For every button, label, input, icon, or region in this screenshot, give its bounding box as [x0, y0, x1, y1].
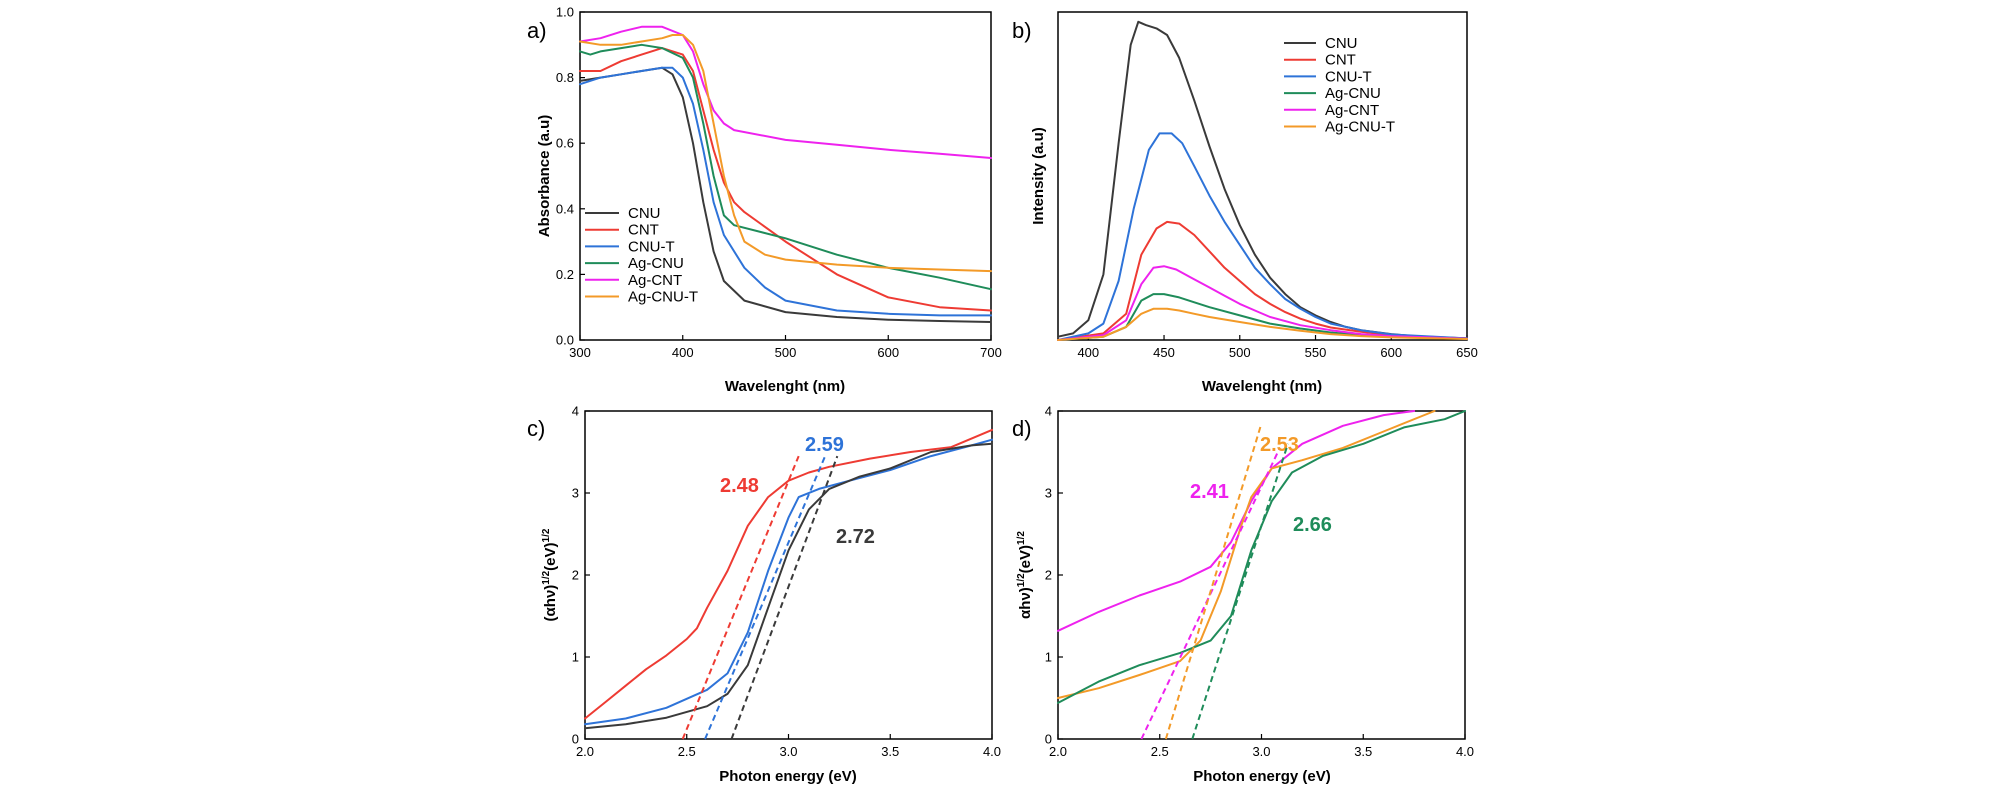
panel-a-x-axis-label: Wavelenght (nm)	[725, 378, 845, 395]
panel-c-series-cnu-t	[584, 438, 993, 726]
panel-b-x-axis-label: Wavelenght (nm)	[1202, 378, 1322, 395]
panel-c-plot-frame	[584, 410, 993, 740]
panel-b-letter: b)	[1012, 18, 1032, 43]
panel-b-plot-frame	[1057, 11, 1468, 341]
panel-c-x-tick-label: 3.0	[779, 744, 797, 759]
panel-a-x-tick-label: 600	[877, 345, 899, 360]
panel-d-bandgap-label-ag-cnu-t: 2.53	[1260, 434, 1299, 456]
panel-b-x-tick-label: 650	[1456, 345, 1478, 360]
panel-a-absorbance-chart: a) Wavelenght (nm) Absorbance (a.u) 300 4…	[527, 5, 1002, 396]
panel-b-series-cnu	[1057, 20, 1468, 340]
panel-a-y-tick-label: 0.6	[556, 136, 574, 151]
legend-label-cnt: CNT	[1325, 52, 1356, 69]
panel-a-y-tick-label: 0.0	[556, 333, 574, 348]
panel-c-x-tick-label: 3.5	[881, 744, 899, 759]
panel-a-series-cnt	[579, 47, 992, 312]
panel-a-series-cnu-t	[579, 66, 992, 317]
panel-d-x-tick-label: 3.0	[1252, 744, 1270, 759]
panel-d-series-ag-cnu-t	[1057, 410, 1436, 699]
panel-c-tangent-cnu	[730, 455, 839, 740]
panel-c-bandgap-label-cnu-t: 2.59	[805, 434, 844, 456]
panel-d-bandgap-label-ag-cnt: 2.41	[1190, 481, 1229, 503]
panel-d-plot-frame	[1057, 410, 1466, 740]
panel-c-letter: c)	[527, 416, 545, 441]
panel-a-y-axis-label: Absorbance (a.u)	[536, 115, 553, 238]
panel-b-series-cnu-t	[1057, 132, 1468, 341]
legend-label-cnt: CNT	[628, 222, 659, 239]
panel-d-tangent-ag-cnu	[1191, 443, 1289, 740]
legend-label-ag-cnu-t: Ag-CNU-T	[628, 289, 698, 306]
panel-b-x-tick-label: 400	[1077, 345, 1099, 360]
legend-label-cnu: CNU	[628, 205, 661, 222]
legend-label-ag-cnu: Ag-CNU	[1325, 85, 1381, 102]
panel-a-x-tick-label: 500	[775, 345, 797, 360]
panel-d-y-tick-label: 3	[1045, 486, 1052, 501]
panel-a-series-ag-cnu-t	[579, 34, 992, 273]
panel-b-x-tick-label: 550	[1305, 345, 1327, 360]
panel-d-bandgap-label-ag-cnu: 2.66	[1293, 514, 1332, 536]
panel-d-x-tick-label: 2.0	[1049, 744, 1067, 759]
panel-c-series-cnt	[584, 428, 993, 720]
panel-d-y-axis-label: αhν)1/2(eV)1/2	[1016, 531, 1034, 619]
panel-a-x-tick-label: 400	[672, 345, 694, 360]
panel-c-y-tick-label: 0	[572, 732, 579, 747]
panel-d-series-ag-cnt	[1057, 410, 1416, 632]
panel-d-y-tick-label: 1	[1045, 650, 1052, 665]
panel-a-series-ag-cnu	[579, 43, 992, 291]
panel-b-x-tick-label: 450	[1153, 345, 1175, 360]
panel-b-series-ag-cnu-t	[1057, 307, 1468, 341]
legend-label-cnu-t: CNU-T	[628, 238, 675, 255]
panel-c-tangent-cnu-t	[704, 455, 827, 740]
legend-label-cnu: CNU	[1325, 35, 1358, 52]
panel-b-series-ag-cnt	[1057, 265, 1468, 341]
panel-d-tangent-ag-cnu-t	[1164, 423, 1263, 740]
panel-d-x-tick-label: 3.5	[1354, 744, 1372, 759]
panel-d-y-tick-label: 0	[1045, 732, 1052, 747]
panel-c-x-axis-label: Photon energy (eV)	[719, 768, 857, 785]
panel-a-y-tick-label: 0.2	[556, 267, 574, 282]
panel-c-x-tick-label: 2.5	[678, 744, 696, 759]
legend-label-ag-cnu: Ag-CNU	[628, 255, 684, 272]
panel-b-photoluminescence-chart: b) Wavelenght (nm) Intensity (a.u) 400 45…	[1012, 11, 1478, 395]
panel-b-series-ag-cnu	[1057, 293, 1468, 341]
panel-d-letter: d)	[1012, 416, 1032, 441]
panel-c-y-tick-label: 3	[572, 486, 579, 501]
panel-c-y-tick-label: 1	[572, 650, 579, 665]
panel-a-y-tick-label: 1.0	[556, 5, 574, 20]
panel-c-bandgap-label-cnt: 2.48	[720, 475, 759, 497]
legend-label-ag-cnt: Ag-CNT	[628, 272, 682, 289]
panel-c-y-tick-label: 2	[572, 568, 579, 583]
panel-b-series-cnt	[1057, 220, 1468, 341]
panel-c-tauc-plot: c) Photon energy (eV) (αhν)1/2(eV)1/2 2.…	[527, 404, 1001, 786]
panel-c-x-tick-label: 2.0	[576, 744, 594, 759]
panel-d-x-tick-label: 4.0	[1456, 744, 1474, 759]
panel-d-y-tick-label: 2	[1045, 568, 1052, 583]
panel-b-x-tick-label: 600	[1380, 345, 1402, 360]
panel-c-tangent-cnt	[681, 455, 800, 740]
panel-a-y-tick-label: 0.4	[556, 201, 574, 216]
panel-a-y-tick-label: 0.8	[556, 70, 574, 85]
panel-a-letter: a)	[527, 18, 547, 43]
panel-c-series-cnu	[584, 442, 993, 730]
panel-c-bandgap-label-cnu: 2.72	[836, 526, 875, 548]
panel-d-x-axis-label: Photon energy (eV)	[1193, 768, 1331, 785]
panel-d-x-tick-label: 2.5	[1151, 744, 1169, 759]
panel-a-series-ag-cnt	[579, 25, 992, 159]
panel-b-x-tick-label: 500	[1229, 345, 1251, 360]
panel-c-x-tick-label: 4.0	[983, 744, 1001, 759]
panel-c-y-axis-label: (αhν)1/2(eV)1/2	[541, 528, 559, 621]
legend-label-cnu-t: CNU-T	[1325, 68, 1372, 85]
panel-c-y-tick-label: 4	[572, 404, 579, 419]
panel-a-x-tick-label: 700	[980, 345, 1002, 360]
legend-label-ag-cnt: Ag-CNT	[1325, 102, 1379, 119]
panel-b-y-axis-label: Intensity (a.u)	[1030, 127, 1047, 225]
panel-d-y-tick-label: 4	[1045, 404, 1052, 419]
panel-d-tauc-plot: d) Photon energy (eV) αhν)1/2(eV)1/2 2.0…	[1012, 404, 1474, 786]
panel-a-x-tick-label: 300	[569, 345, 591, 360]
legend-label-ag-cnu-t: Ag-CNU-T	[1325, 119, 1395, 136]
